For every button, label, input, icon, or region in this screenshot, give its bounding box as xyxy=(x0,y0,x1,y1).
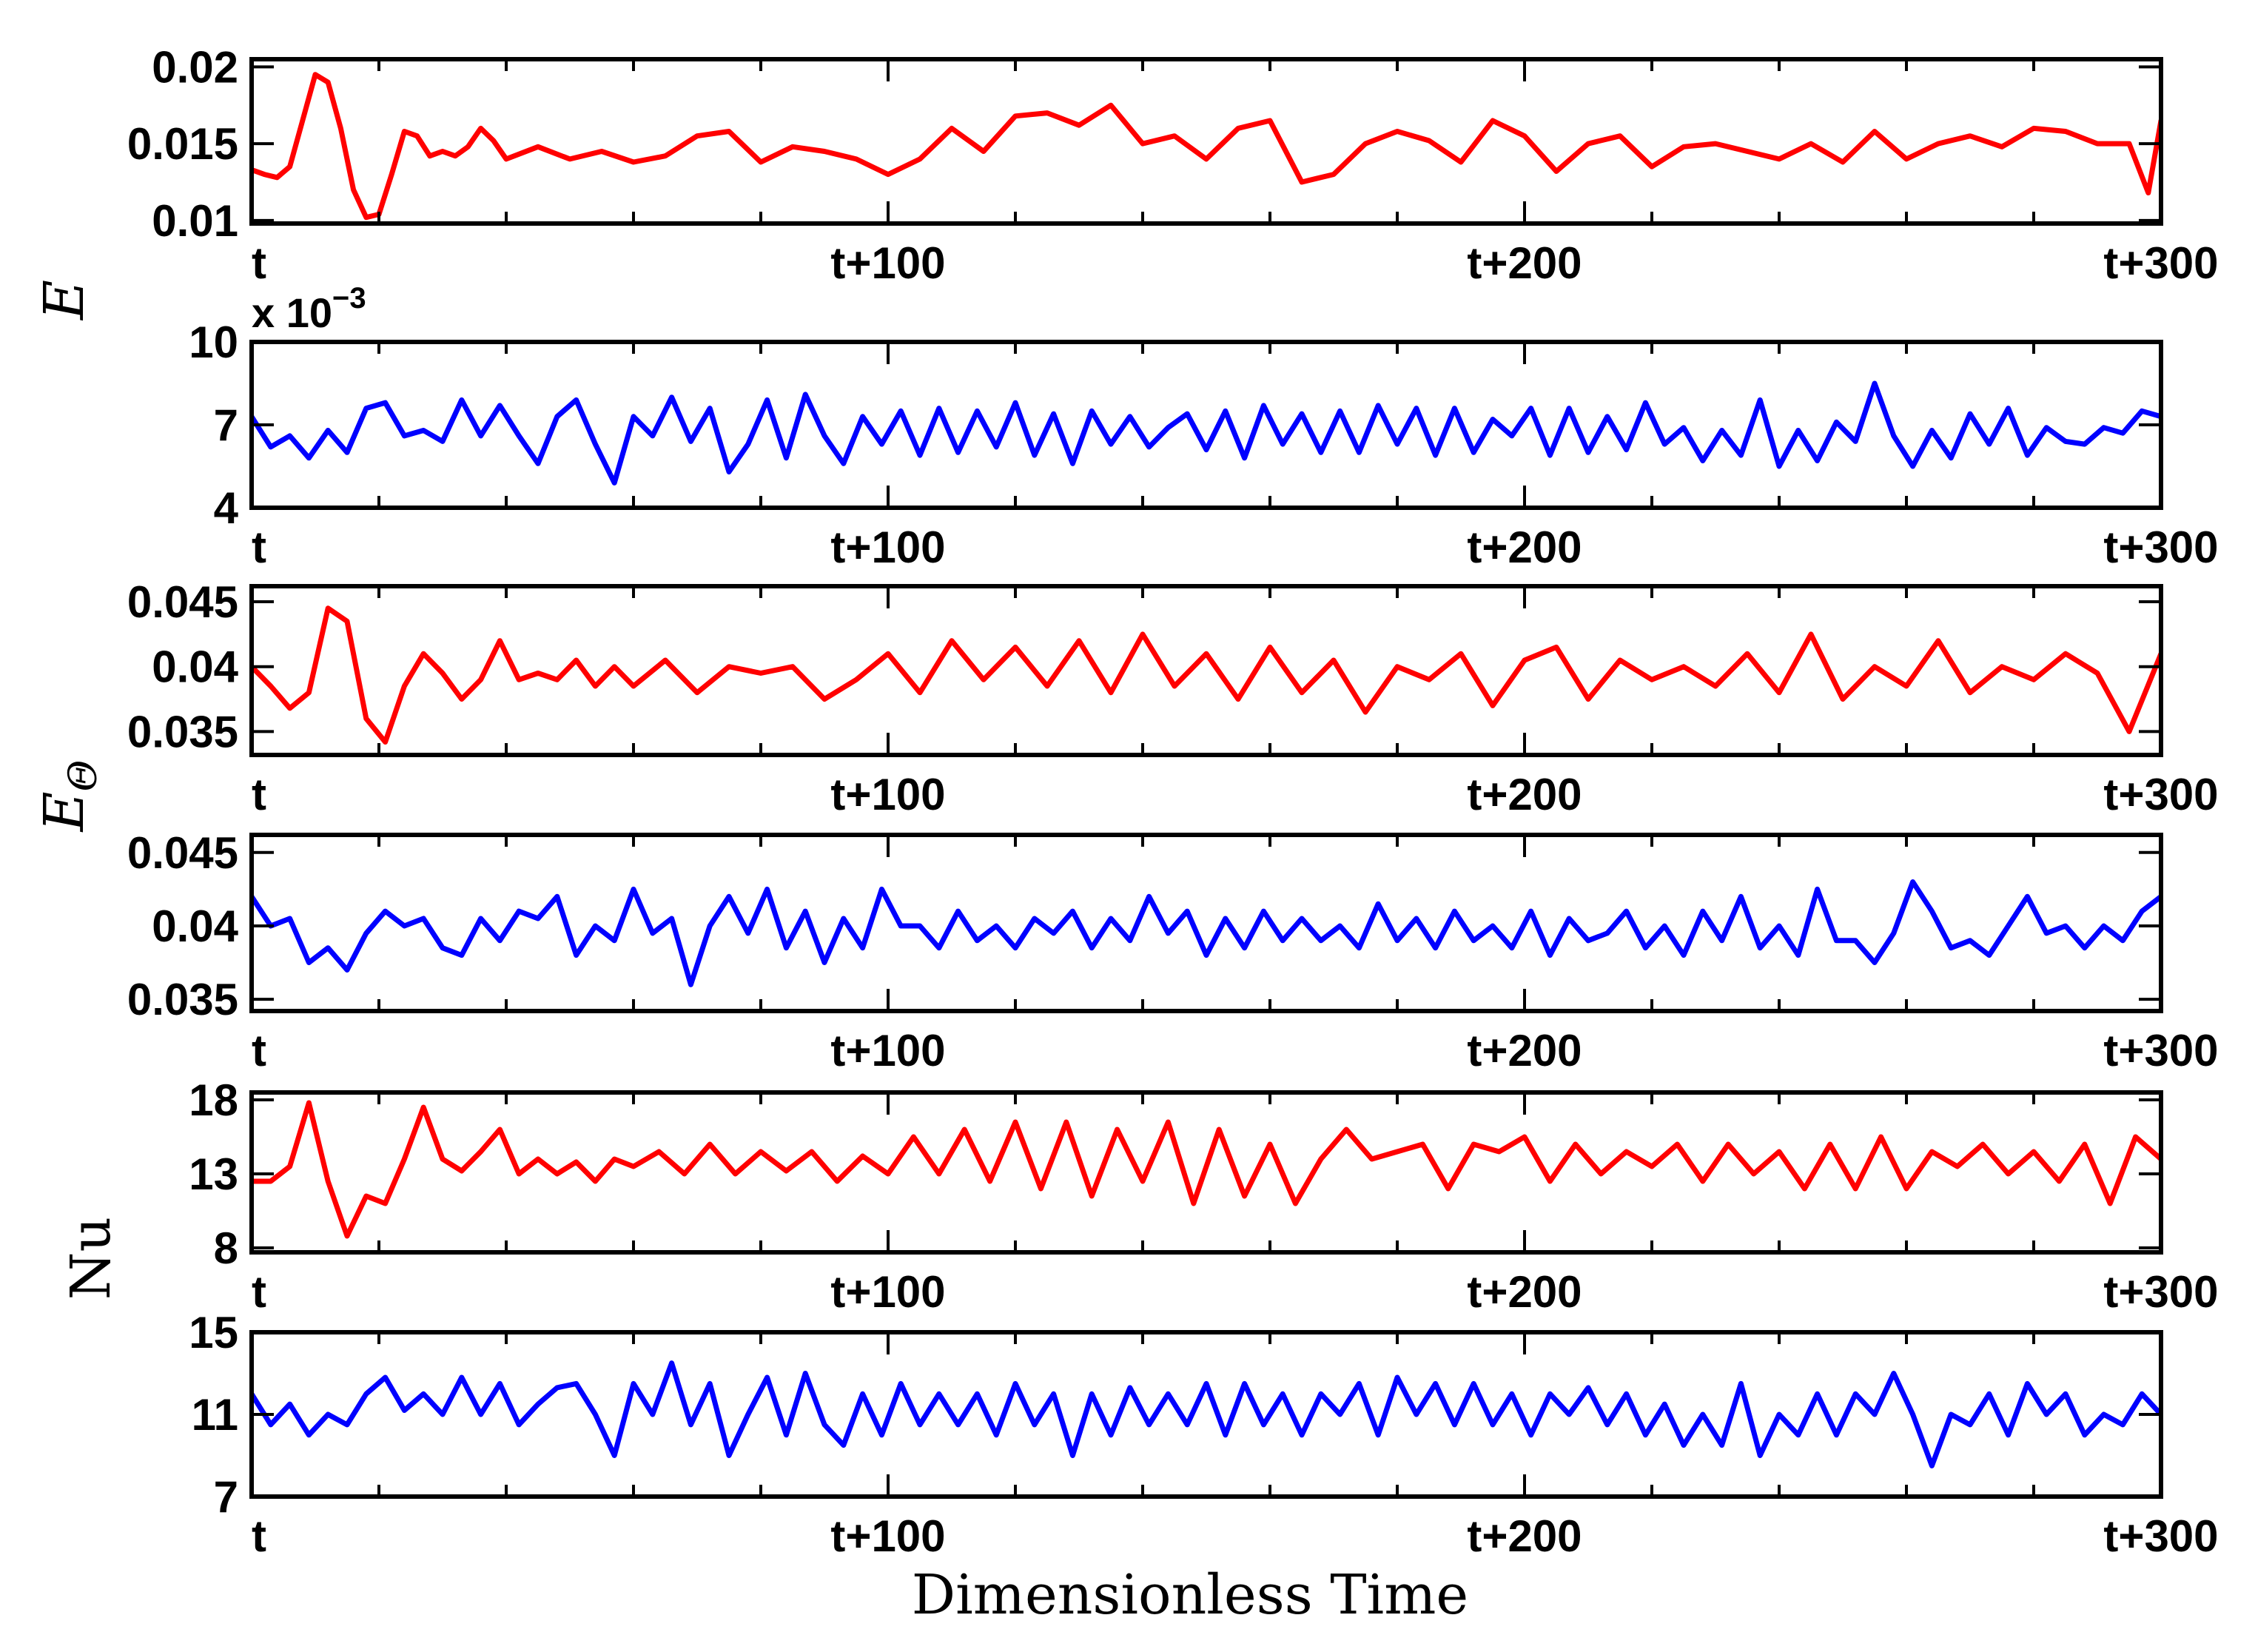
y-tick-label-etheta-red: 0.045 xyxy=(127,577,238,627)
x-tick-label-nu-blue: t+100 xyxy=(830,1511,945,1561)
series-line-etheta-red xyxy=(252,605,2161,745)
x-tick-label-nu-blue: t xyxy=(252,1511,266,1561)
y-axis-title-e-theta: EΘ xyxy=(33,760,106,833)
x-tick-label-etheta-red: t+200 xyxy=(1467,770,1582,819)
y-tick-label-etheta-blue: 0.04 xyxy=(152,901,238,951)
y-tick-label-e-red: 0.01 xyxy=(152,196,238,246)
y-tick-label-nu-blue: 7 xyxy=(214,1472,238,1522)
y-tick-label-etheta-red: 0.035 xyxy=(127,707,238,756)
panel-e-red: t t+100 t+200 t+300 0.01 0.015 0.02 xyxy=(127,42,2219,288)
y-tick-label-etheta-blue: 0.045 xyxy=(127,828,238,878)
x-tick-label-e-blue: t+100 xyxy=(830,523,945,572)
x-tick-label-nu-blue: t+200 xyxy=(1467,1511,1582,1561)
x-tick-label-etheta-blue: t+100 xyxy=(830,1026,945,1075)
x-tick-label-etheta-blue: t+300 xyxy=(2103,1026,2218,1075)
x-tick-label-etheta-blue: t+200 xyxy=(1467,1026,1582,1075)
y-tick-label-etheta-blue: 0.035 xyxy=(127,975,238,1024)
y-tick-label-e-blue: 4 xyxy=(214,483,239,533)
y-tick-label-nu-red: 18 xyxy=(189,1075,238,1125)
y-tick-label-nu-red: 8 xyxy=(214,1223,238,1273)
y-axis-title-e: E xyxy=(33,280,96,321)
y-tick-label-nu-red: 13 xyxy=(189,1149,238,1199)
panel-etheta-blue: t t+100 t+200 t+300 0.035 0.04 0.045 xyxy=(127,828,2219,1075)
x-tick-label-etheta-red: t+100 xyxy=(830,770,945,819)
series-line-nu-red xyxy=(252,1100,2161,1239)
axes-frame-etheta-blue xyxy=(249,833,2163,1013)
x-tick-label-e-blue: t+200 xyxy=(1467,523,1582,572)
panel-etheta-red: t t+100 t+200 t+300 0.035 0.04 0.045 xyxy=(127,577,2219,819)
x-tick-label-nu-blue: t+300 xyxy=(2103,1511,2218,1561)
x-tick-label-nu-red: t+200 xyxy=(1467,1267,1582,1317)
panel-nu-blue: t t+100 t+200 t+300 7 11 15 xyxy=(189,1308,2218,1561)
x-tick-label-nu-red: t+100 xyxy=(830,1267,945,1317)
x-axis-title: Dimensionless Time xyxy=(912,1563,1468,1627)
x-tick-label-nu-red: t+300 xyxy=(2103,1267,2218,1317)
series-line-e-blue xyxy=(252,380,2161,486)
x-tick-label-nu-red: t xyxy=(252,1267,266,1317)
y-multiplier-e-blue: x 10−3 xyxy=(252,282,366,336)
axes-frame-etheta-red xyxy=(249,584,2163,757)
x-tick-label-e-red: t xyxy=(252,238,266,288)
series-line-e-red xyxy=(252,72,2161,221)
y-axis-title-e-theta-base: E xyxy=(33,791,96,833)
y-tick-label-nu-blue: 15 xyxy=(189,1308,238,1357)
y-tick-label-nu-blue: 11 xyxy=(192,1390,238,1440)
x-tick-label-etheta-red: t xyxy=(252,770,266,819)
x-tick-label-e-red: t+300 xyxy=(2103,238,2218,288)
y-axis-title-nu: Nu xyxy=(59,1217,123,1300)
x-tick-label-e-red: t+100 xyxy=(830,238,945,288)
y-tick-label-e-red: 0.02 xyxy=(152,42,238,92)
x-tick-label-e-blue: t xyxy=(252,523,266,572)
x-tick-label-e-red: t+200 xyxy=(1467,238,1582,288)
y-tick-label-e-blue: 10 xyxy=(189,318,238,367)
panel-nu-red: t t+100 t+200 t+300 8 13 18 xyxy=(189,1075,2218,1317)
series-line-nu-blue xyxy=(252,1360,2161,1468)
x-tick-label-etheta-red: t+300 xyxy=(2103,770,2218,819)
panel-e-blue: t t+100 t+200 t+300 4 7 10 x 10−3 xyxy=(189,282,2218,572)
axes-frame-e-blue xyxy=(249,340,2163,510)
y-tick-label-etheta-red: 0.04 xyxy=(152,642,238,692)
y-tick-label-e-red: 0.015 xyxy=(127,119,238,169)
axes-frame-e-red xyxy=(249,57,2163,226)
y-axis-title-e-theta-sub: Θ xyxy=(61,760,106,792)
x-tick-label-e-blue: t+300 xyxy=(2103,523,2218,572)
y-tick-label-e-blue: 7 xyxy=(214,400,238,450)
x-tick-label-etheta-blue: t xyxy=(252,1026,266,1075)
series-line-etheta-blue xyxy=(252,879,2161,987)
